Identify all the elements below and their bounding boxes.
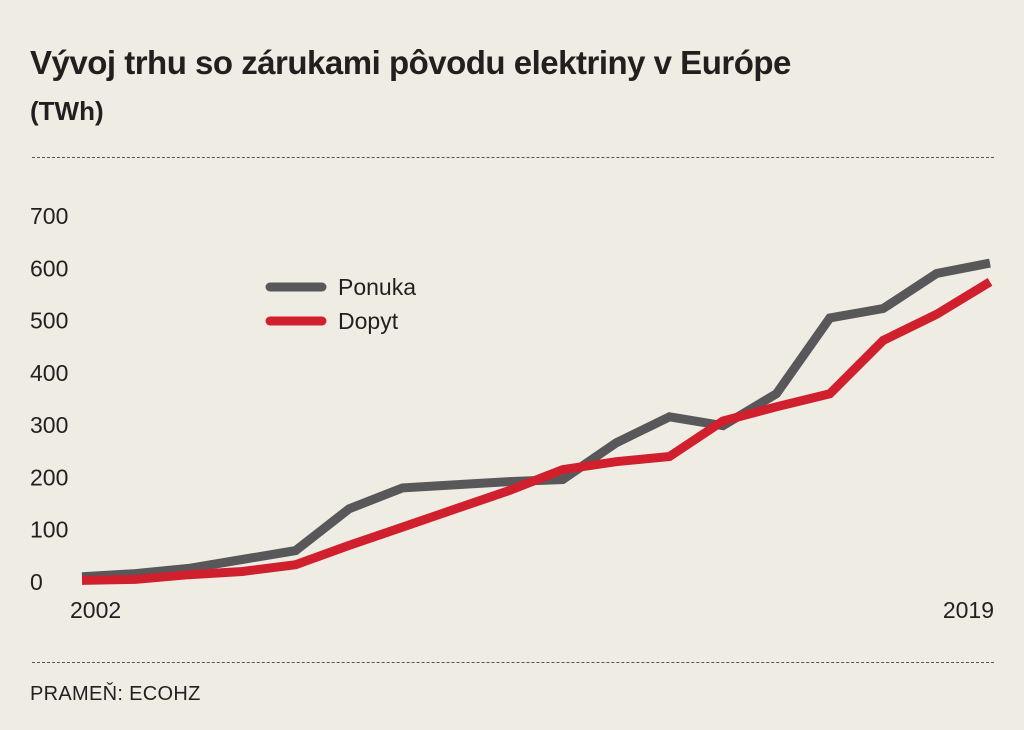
x-tick-label: 2019 (943, 597, 994, 623)
x-tick-label: 2002 (70, 597, 121, 623)
y-tick-label: 500 (30, 308, 68, 334)
legend-label-dopyt: Dopyt (338, 308, 399, 334)
y-tick-label: 600 (30, 255, 68, 281)
source-note: PRAMEŇ: ECOHZ (30, 683, 201, 705)
y-axis: 0 100 200 300 400 500 600 700 (30, 203, 68, 595)
y-tick-label: 400 (30, 360, 68, 386)
chart-unit: (TWh) (30, 96, 104, 126)
x-axis: 2002 2019 (70, 597, 994, 623)
series-lines (81, 258, 993, 585)
series-line-ponuka (81, 258, 991, 582)
legend-label-ponuka: Ponuka (338, 274, 416, 300)
y-tick-label: 300 (30, 412, 68, 438)
chart-title: Vývoj trhu so zárukami pôvodu elektriny … (30, 44, 791, 81)
series-line-dopyt (81, 278, 993, 585)
y-tick-label: 700 (30, 203, 68, 229)
y-tick-label: 100 (30, 517, 68, 543)
bottom-divider (32, 662, 994, 663)
y-tick-label: 0 (30, 569, 43, 595)
top-divider (32, 157, 994, 158)
legend: Ponuka Dopyt (265, 274, 416, 334)
y-tick-label: 200 (30, 464, 68, 490)
